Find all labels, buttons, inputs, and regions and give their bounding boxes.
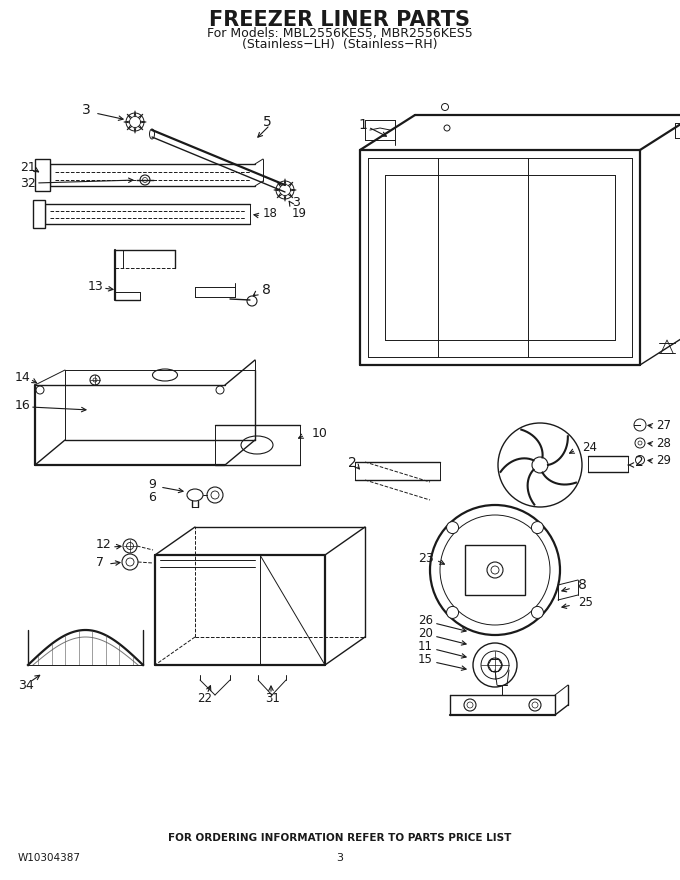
Text: 8: 8 — [262, 283, 271, 297]
Text: FREEZER LINER PARTS: FREEZER LINER PARTS — [209, 10, 471, 30]
Text: 13: 13 — [88, 280, 104, 292]
Text: 8: 8 — [578, 578, 587, 592]
Circle shape — [467, 702, 473, 708]
Text: 9: 9 — [148, 478, 156, 490]
Text: 25: 25 — [578, 596, 593, 608]
Circle shape — [491, 566, 499, 574]
Ellipse shape — [241, 436, 273, 454]
Text: 31: 31 — [265, 692, 280, 705]
Circle shape — [90, 375, 100, 385]
Circle shape — [532, 522, 543, 533]
Bar — [33, 200, 45, 228]
Text: 19: 19 — [292, 207, 307, 219]
Circle shape — [211, 491, 219, 499]
Text: 27: 27 — [656, 419, 671, 431]
Text: 2: 2 — [635, 455, 644, 469]
Text: 24: 24 — [582, 441, 597, 453]
Circle shape — [247, 296, 257, 306]
Text: 16: 16 — [15, 399, 31, 412]
Text: 15: 15 — [418, 652, 433, 665]
Circle shape — [122, 554, 138, 570]
Text: FOR ORDERING INFORMATION REFER TO PARTS PRICE LIST: FOR ORDERING INFORMATION REFER TO PARTS … — [169, 833, 511, 843]
Circle shape — [464, 699, 476, 711]
Text: 18: 18 — [263, 207, 278, 219]
Text: For Models: MBL2556KES5, MBR2556KES5: For Models: MBL2556KES5, MBR2556KES5 — [207, 26, 473, 40]
Circle shape — [123, 539, 137, 553]
Text: 20: 20 — [418, 627, 433, 640]
Text: 14: 14 — [15, 370, 31, 384]
Text: 3: 3 — [82, 103, 90, 117]
Circle shape — [39, 179, 45, 185]
Bar — [35, 159, 50, 191]
Circle shape — [216, 386, 224, 394]
Text: W10304387: W10304387 — [18, 853, 81, 863]
Text: 22: 22 — [197, 692, 212, 705]
Text: 28: 28 — [656, 436, 671, 450]
Text: 1: 1 — [358, 118, 367, 132]
Circle shape — [447, 522, 458, 533]
Text: 32: 32 — [20, 177, 36, 189]
Text: 3: 3 — [292, 195, 300, 209]
Circle shape — [532, 702, 538, 708]
Text: 29: 29 — [656, 453, 671, 466]
Circle shape — [207, 487, 223, 503]
Circle shape — [126, 558, 134, 566]
Text: 5: 5 — [263, 115, 272, 129]
Circle shape — [447, 606, 458, 619]
Circle shape — [636, 456, 645, 465]
Circle shape — [441, 104, 449, 111]
Circle shape — [635, 438, 645, 448]
Text: 12: 12 — [96, 538, 112, 551]
Circle shape — [444, 125, 450, 131]
Circle shape — [487, 562, 503, 578]
Ellipse shape — [187, 489, 203, 501]
Text: 3: 3 — [337, 853, 343, 863]
Text: 7: 7 — [96, 555, 104, 568]
Text: (Stainless−LH)  (Stainless−RH): (Stainless−LH) (Stainless−RH) — [242, 38, 438, 50]
Circle shape — [532, 606, 543, 619]
Text: 23: 23 — [418, 552, 434, 564]
Text: 34: 34 — [18, 678, 34, 692]
Circle shape — [126, 542, 133, 549]
Ellipse shape — [152, 369, 177, 381]
Bar — [465, 545, 525, 595]
Circle shape — [140, 175, 150, 185]
Circle shape — [93, 378, 97, 382]
Text: 6: 6 — [148, 490, 156, 503]
Circle shape — [634, 419, 646, 431]
Circle shape — [529, 699, 541, 711]
Circle shape — [638, 441, 642, 445]
Circle shape — [39, 168, 45, 174]
Circle shape — [143, 178, 148, 182]
Circle shape — [36, 386, 44, 394]
Circle shape — [532, 457, 548, 473]
Ellipse shape — [150, 129, 154, 139]
Text: 11: 11 — [418, 640, 433, 652]
Text: 10: 10 — [312, 427, 328, 439]
Text: 21: 21 — [20, 160, 36, 173]
Text: 2: 2 — [348, 456, 357, 470]
Text: 26: 26 — [418, 613, 433, 627]
